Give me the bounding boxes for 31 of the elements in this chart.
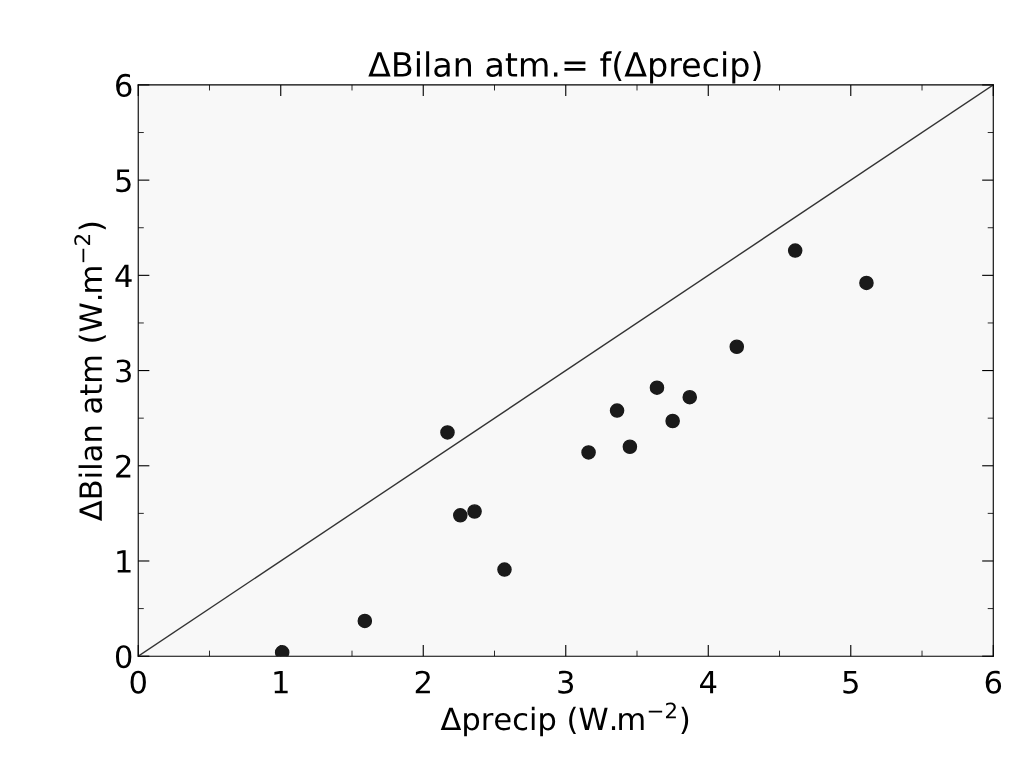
x-tick-label: 1 [274,671,288,694]
point [665,413,680,429]
point [622,439,638,455]
x-axis-title: Δprecip (W.m$^{−2}$) [440,702,689,737]
point [357,613,373,629]
y-tick-label: 1 [117,550,131,573]
point [787,243,803,258]
y-tick-label: 2 [116,454,131,478]
y-axis-title: ΔBilan atm (W.m$^{−2}$) [74,222,106,521]
chart-title: ΔBilan atm.= f(Δprecip) [368,51,761,84]
point [497,562,512,577]
x-tick-label: 3 [558,670,574,694]
point [649,380,665,395]
y-tick-label: 5 [116,169,131,193]
y-tick-label: 4 [115,264,132,287]
point [453,508,468,523]
point [467,504,482,519]
point [859,275,874,291]
x-tick-label: 4 [700,671,717,694]
y-tick-label: 3 [116,359,131,383]
point [609,403,625,418]
point [729,339,745,355]
y-tick-label: 6 [116,73,132,97]
x-tick-label: 5 [843,671,858,694]
point [682,389,698,405]
point [274,645,290,657]
point [581,445,596,460]
x-tick-label: 2 [415,670,430,694]
point [440,425,455,440]
y-tick-label: 0 [115,645,132,669]
x-tick-label: 6 [985,670,1002,694]
